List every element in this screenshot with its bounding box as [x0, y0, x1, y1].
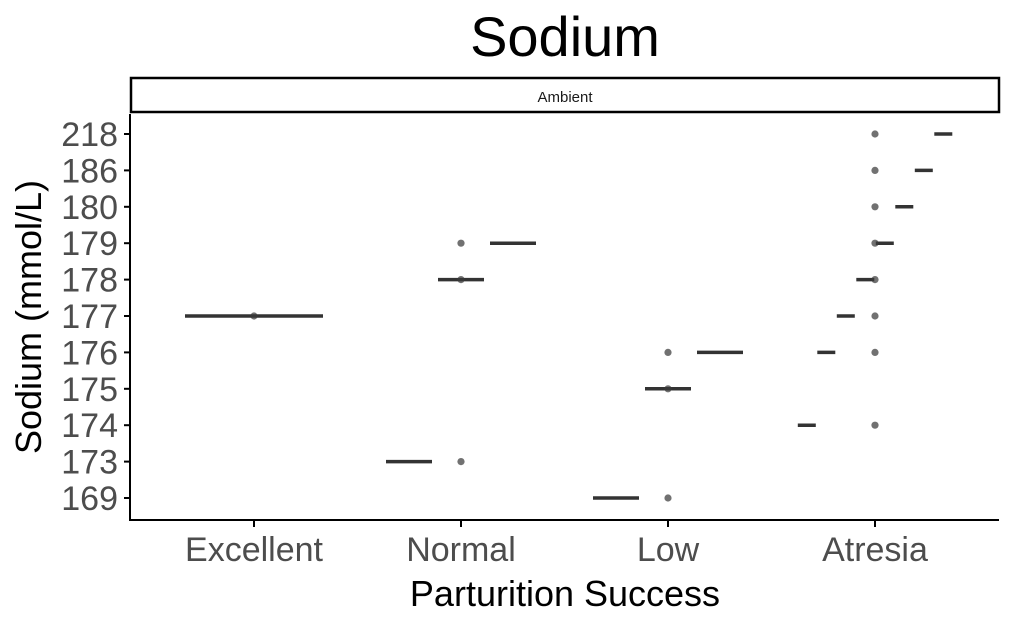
point-normal-173: [457, 458, 465, 466]
point-atresia-218: [871, 130, 879, 138]
y-tick-label-186: 186: [61, 152, 118, 190]
chart-title: Sodium: [470, 5, 660, 68]
x-axis-ticks: Excellent Normal Low Atresia: [185, 520, 928, 569]
point-low-169: [664, 494, 672, 502]
point-atresia-176: [871, 348, 879, 356]
point-atresia-174: [871, 421, 879, 429]
point-atresia-178: [871, 276, 879, 284]
point-normal-179: [457, 239, 465, 247]
x-tick-label-excellent: Excellent: [185, 531, 324, 569]
point-atresia-186: [871, 166, 879, 174]
plot-marks: [185, 130, 953, 502]
y-tick-label-218: 218: [61, 116, 118, 154]
y-tick-label-169: 169: [61, 480, 118, 518]
x-tick-label-atresia: Atresia: [822, 531, 928, 569]
point-atresia-179: [871, 239, 879, 247]
x-tick-label-normal: Normal: [406, 531, 516, 569]
y-tick-label-176: 176: [61, 334, 118, 372]
y-axis-title: Sodium (mmol/L): [8, 180, 49, 454]
point-excellent-177: [250, 312, 258, 320]
facet-strip-label: Ambient: [537, 89, 593, 106]
y-tick-label-174: 174: [61, 407, 118, 445]
point-normal-178: [457, 276, 465, 284]
point-low-175: [664, 385, 672, 393]
point-atresia-180: [871, 203, 879, 211]
facet-strip: [129, 76, 1001, 114]
x-tick-label-low: Low: [637, 531, 700, 569]
point-atresia-177: [871, 312, 879, 320]
y-tick-label-177: 177: [61, 298, 118, 336]
point-low-176: [664, 348, 672, 356]
x-axis-title: Parturition Success: [410, 573, 720, 614]
y-tick-label-180: 180: [61, 189, 118, 227]
y-tick-label-173: 173: [61, 444, 118, 482]
y-tick-label-179: 179: [61, 225, 118, 263]
y-tick-label-175: 175: [61, 371, 118, 409]
y-tick-label-178: 178: [61, 262, 118, 300]
